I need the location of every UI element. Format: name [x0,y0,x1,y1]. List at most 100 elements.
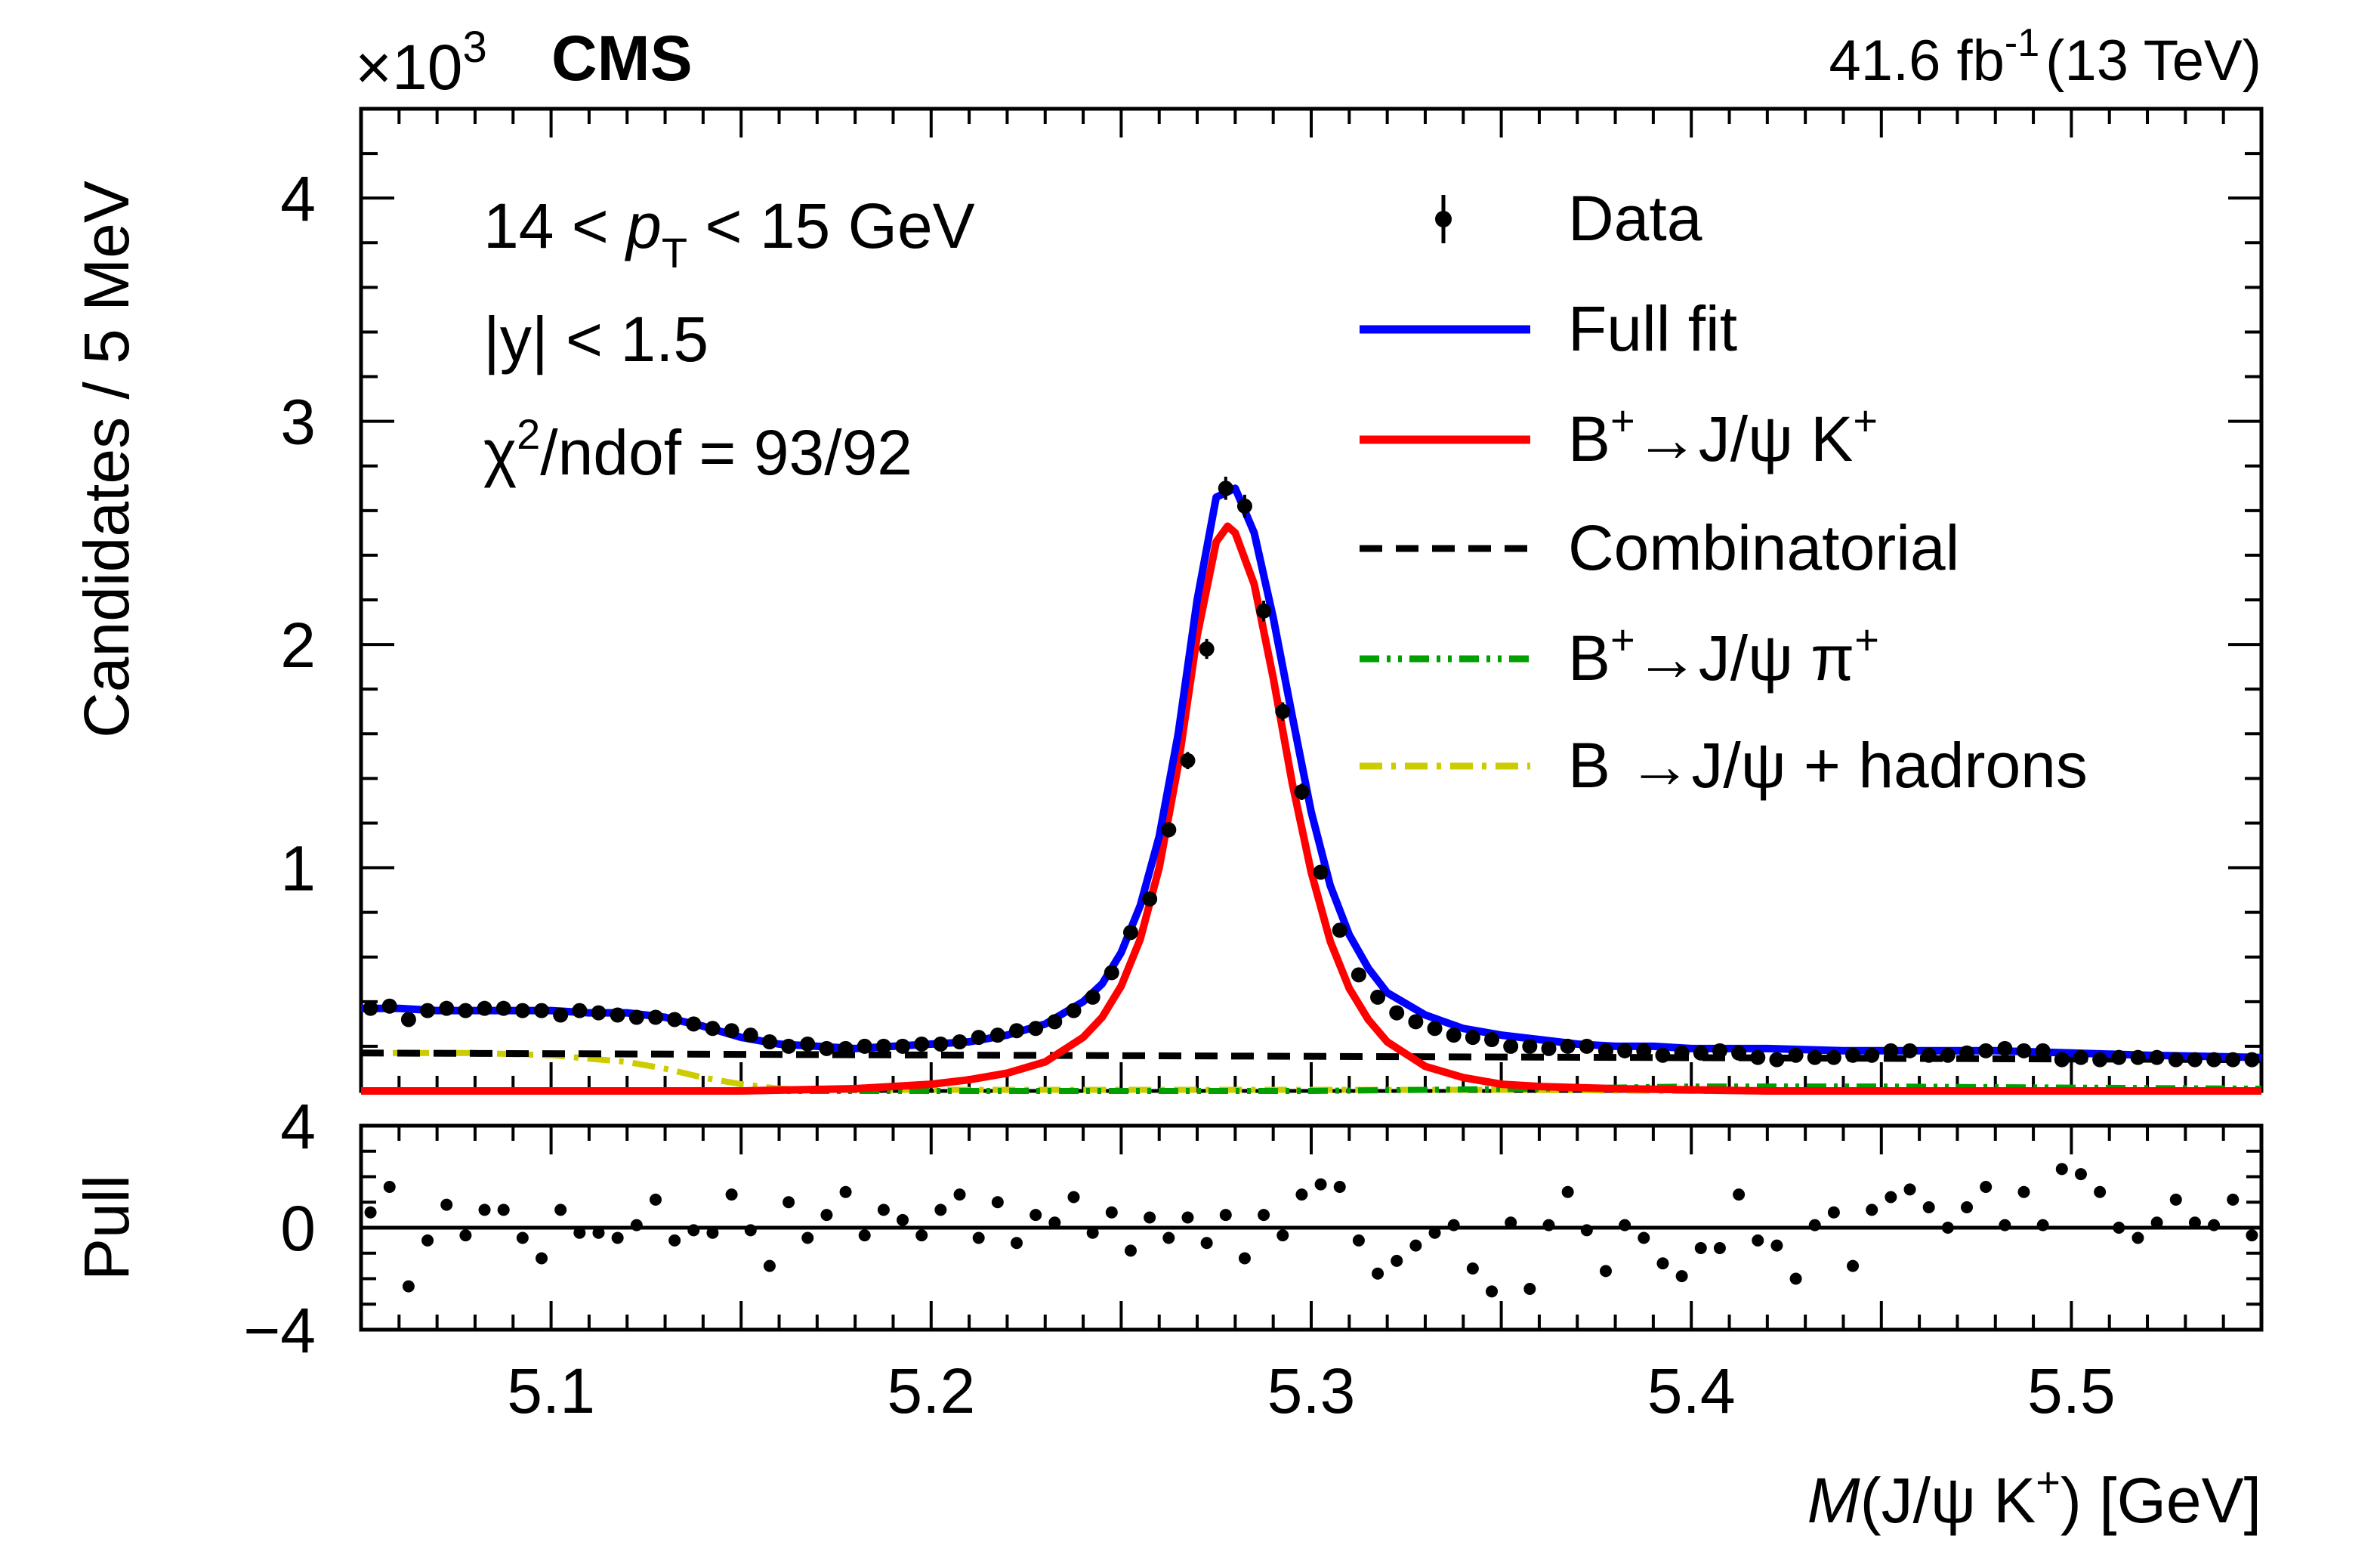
x-tick-label: 5.5 [2027,1355,2116,1426]
data-point [1522,1038,1538,1054]
pull-point [459,1229,472,1242]
data-point [1066,1003,1082,1018]
x-tick-label: 5.2 [887,1355,975,1426]
pull-point [383,1181,396,1193]
chi2-ndof: χ2/ndof = 93/92 [483,410,912,488]
data-point [363,1000,378,1016]
pull-point [725,1188,738,1201]
pull-point [820,1209,833,1222]
pull-point [1276,1229,1289,1242]
data-point [400,1012,416,1027]
data-point [1047,1014,1063,1030]
pull-point [1561,1185,1574,1198]
legend-entry-pion: B+→J/ψ π+ [1360,616,1879,694]
data-point [2168,1052,2184,1068]
x-tick-label: 5.4 [1647,1355,1736,1426]
pull-point [1941,1222,1954,1234]
pull-point [1258,1209,1270,1222]
data-point [439,1000,455,1016]
pull-point [1447,1219,1460,1231]
pull-axis-title: Pull [71,1175,142,1281]
y-tick-label: 2 [280,610,316,681]
data-point [1883,1043,1899,1058]
pull-point [2094,1185,2107,1198]
data-point [1560,1038,1576,1054]
data-point [1959,1045,1975,1061]
pull-point [1124,1244,1137,1257]
pull-point [763,1259,776,1272]
pull-point [2246,1229,2258,1242]
data-point [2187,1052,2203,1068]
pull-point [953,1188,966,1201]
data-point [1921,1047,1937,1063]
data-point [2016,1043,2032,1058]
data-point [705,1021,721,1037]
rapidity-cut: |y| < 1.5 [483,304,708,375]
y-tick-label: 4 [280,163,316,234]
pull-point [1162,1231,1175,1244]
pull-y-tick-label: −4 [243,1295,316,1366]
pull-point [1580,1224,1593,1237]
data-point [1731,1045,1747,1061]
svg-text:B →J/ψ + hadrons: B →J/ψ + hadrons [1568,730,2088,801]
data-point [724,1023,739,1039]
pull-point [1295,1188,1308,1201]
data-point [1750,1049,1766,1065]
data-point [628,1009,644,1025]
data-point [838,1040,854,1056]
legend-entry-signal: B+→J/ψ K+ [1360,397,1878,474]
pull-point [744,1224,757,1237]
pull-point [611,1231,624,1244]
pull-point [668,1234,681,1247]
data-point [1978,1043,1994,1058]
x-tick-label: 5.3 [1267,1355,1356,1426]
pull-point [2188,1216,2201,1229]
main-panel: 1 2 3 4 [280,107,2264,1095]
pull-point [1181,1211,1194,1224]
pull-point [1238,1252,1251,1265]
pull-point [2017,1185,2030,1198]
pull-point [1105,1206,1118,1219]
pull-point [1694,1242,1707,1254]
experiment-label: CMS [551,23,693,94]
pull-point [1903,1183,1916,1196]
data-point [1370,989,1386,1005]
data-point [989,1027,1005,1043]
data-point [1142,891,1158,907]
lumi-label: 41.6 fb-1 (13 TeV) [1829,21,2261,93]
data-point [2244,1052,2260,1068]
svg-text:Combinatorial: Combinatorial [1568,512,1959,583]
pull-point [1523,1283,1536,1295]
pull-point [1029,1209,1042,1222]
data-point [1503,1038,1519,1054]
data-marker-icon [1435,211,1452,227]
pull-point [1011,1237,1023,1250]
pull-point [1144,1211,1156,1224]
pull-point [1048,1216,1061,1229]
pull-y-tick-label: 4 [280,1091,316,1162]
pull-point [1675,1270,1688,1283]
pull-point [1352,1234,1365,1247]
data-point [1997,1040,2013,1056]
svg-text:B+→J/ψ π+: B+→J/ψ π+ [1568,616,1879,694]
combinatorial-curve [360,1049,2262,1064]
pull-point [687,1224,700,1237]
data-point [2149,1049,2165,1065]
data-point [1408,1014,1424,1030]
pull-point [1961,1201,1974,1213]
pull-y-tick-label: 0 [280,1193,316,1264]
pull-point [706,1226,719,1239]
legend-entry-combinatorial: Combinatorial [1360,512,1959,583]
data-point [2035,1043,2051,1058]
data-point [1104,965,1119,981]
data-point [761,1034,777,1049]
pt-range: 14 < pT < 15 GeV [483,190,975,277]
data-point [534,1003,550,1018]
pull-point [897,1213,909,1226]
pull-point [1619,1219,1631,1231]
data-point [1902,1043,1918,1058]
data-point [667,1012,683,1027]
pull-point [783,1196,795,1209]
pull-point [1219,1209,1232,1222]
